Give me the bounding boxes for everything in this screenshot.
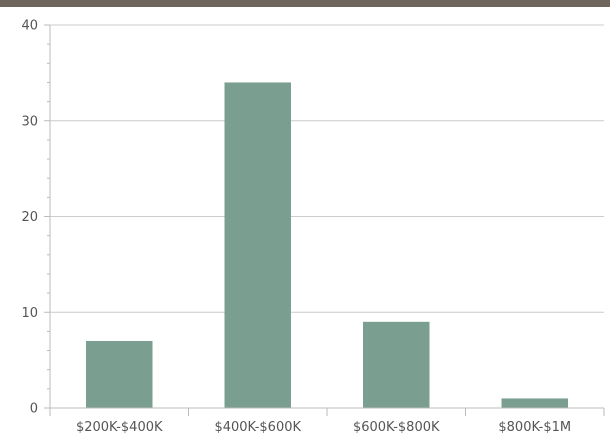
bar xyxy=(363,321,430,408)
x-tick-label: $800K-$1M xyxy=(498,420,571,435)
gridlines xyxy=(50,24,604,313)
y-tick-label: 10 xyxy=(21,306,38,321)
x-tick-label: $200K-$400K xyxy=(76,420,163,435)
x-tick-label: $400K-$600K xyxy=(214,420,301,435)
axes xyxy=(49,25,605,416)
bars xyxy=(86,82,568,408)
y-tick-label: 20 xyxy=(21,210,38,225)
bar xyxy=(86,340,153,408)
y-tick-label: 0 xyxy=(30,402,38,417)
y-tick-label: 30 xyxy=(21,114,38,129)
tick-labels: 0 10 20 30 40 $200K-$400K $400K-$600K $600K-$80… xyxy=(21,19,571,436)
y-tick-label: 40 xyxy=(21,19,38,34)
bar xyxy=(501,398,568,408)
x-tick-label: $600K-$800K xyxy=(353,420,440,435)
minor-ticks xyxy=(44,24,50,409)
header-bar xyxy=(0,0,610,7)
bar xyxy=(224,82,291,408)
